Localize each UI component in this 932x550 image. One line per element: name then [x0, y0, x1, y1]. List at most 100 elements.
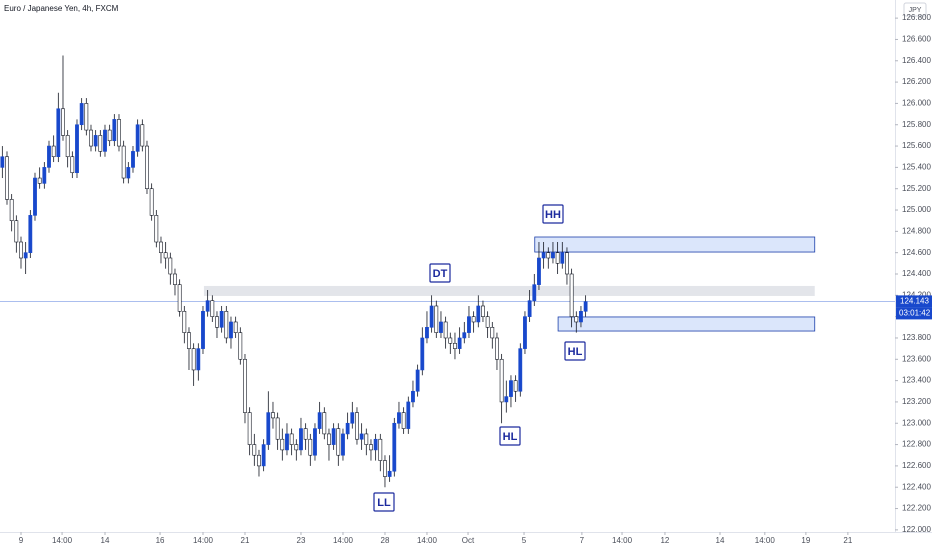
candle-body: [523, 316, 527, 349]
candle-body: [121, 145, 126, 179]
candle-body: [112, 119, 117, 142]
x-tick-label: 21: [241, 536, 250, 545]
candle-body: [289, 433, 294, 445]
candle-body: [233, 321, 238, 333]
annotation: HL: [568, 346, 583, 358]
candle-body: [322, 412, 327, 435]
x-tick-label: 7: [580, 536, 585, 545]
candle-body: [555, 252, 560, 264]
candle-body: [551, 252, 555, 259]
x-tick-label: 14:00: [52, 536, 73, 545]
candle-body: [406, 401, 411, 429]
y-tick-label: 122.600: [902, 461, 931, 470]
candle-body: [527, 300, 532, 317]
candle-body: [350, 412, 355, 424]
candle-body: [163, 252, 168, 259]
candle-body: [513, 380, 518, 392]
candle-body: [215, 316, 219, 328]
x-tick-label: Oct: [462, 536, 475, 545]
candle-body: [0, 156, 5, 168]
candle-body: [61, 108, 65, 136]
y-tick-label: 123.000: [902, 418, 931, 427]
candle-body: [373, 438, 378, 451]
candle-body: [364, 433, 369, 445]
candle-body: [574, 316, 579, 323]
last-price-label: 124.143: [900, 297, 929, 306]
y-tick-label: 124.200: [902, 290, 931, 299]
candle-body: [546, 252, 551, 259]
candle-body: [159, 241, 163, 253]
y-tick-label: 124.800: [902, 226, 931, 235]
candle-body: [420, 337, 425, 371]
y-tick-label: 126.000: [902, 99, 931, 108]
candle-body: [196, 348, 201, 371]
candle-body: [443, 321, 448, 339]
candle-body: [28, 215, 33, 253]
candle-body: [140, 124, 145, 147]
candle-body: [205, 300, 210, 312]
x-tick-label: 19: [801, 536, 810, 545]
x-tick-label: 14:00: [333, 536, 354, 545]
candle-body: [173, 273, 177, 285]
candle-body: [294, 444, 299, 451]
last-price-tag: [896, 295, 932, 308]
candle-body: [271, 412, 275, 419]
candle-body: [89, 129, 93, 147]
zone: [203, 285, 815, 296]
x-tick-label: 23: [297, 536, 306, 545]
candle-body: [560, 252, 565, 264]
candle-body: [457, 337, 462, 349]
x-tick-label: 14:00: [612, 536, 633, 545]
candle-body: [359, 433, 364, 440]
y-tick-label: 125.600: [902, 141, 931, 150]
candle-body: [252, 444, 257, 456]
y-tick-label: 126.600: [902, 35, 931, 44]
y-tick-label: 122.400: [902, 482, 931, 491]
y-tick-label: 126.800: [902, 13, 931, 22]
candle-body: [84, 103, 89, 131]
candle-body: [565, 252, 569, 275]
candle-body: [285, 433, 289, 451]
candle-body: [79, 103, 84, 126]
candle-body: [579, 311, 583, 323]
candle-body: [439, 321, 443, 333]
candle-body: [411, 390, 415, 403]
candle-body: [224, 311, 229, 339]
plot-area: [0, 55, 895, 488]
annotation-box: [564, 341, 586, 361]
candle-body: [238, 332, 243, 360]
x-tick-label: 14: [716, 536, 725, 545]
annotation: DT: [433, 268, 448, 280]
candle-body: [65, 135, 70, 158]
candle-body: [485, 316, 490, 328]
annotation: HL: [503, 431, 518, 443]
y-tick-label: 126.200: [902, 77, 931, 86]
candle-body: [476, 305, 481, 323]
y-tick-label: 125.200: [902, 184, 931, 193]
candle-body: [453, 342, 457, 349]
candle-body: [23, 252, 28, 259]
y-tick-label: 122.800: [902, 440, 931, 449]
y-tick-label: 124.400: [902, 269, 931, 278]
candle-body: [145, 145, 149, 190]
candle-body: [327, 433, 331, 445]
candle-body: [462, 332, 467, 339]
candle-body: [313, 428, 317, 456]
y-tick-label: 122.000: [902, 525, 931, 534]
y-tick-label: 125.800: [902, 120, 931, 129]
candle-body: [37, 177, 42, 184]
x-tick-label: 14:00: [193, 536, 214, 545]
candle-body: [317, 412, 322, 429]
candle-body: [47, 145, 51, 168]
annotation-box: [499, 426, 521, 446]
candle-body: [345, 422, 350, 435]
x-tick-label: 14:00: [755, 536, 776, 545]
candle-body: [569, 273, 574, 317]
candle-body: [471, 316, 476, 323]
x-tick-label: 9: [19, 536, 24, 545]
candle-body: [191, 348, 196, 371]
candle-body: [177, 284, 182, 312]
candle-body: [9, 199, 14, 221]
candle-body: [51, 145, 56, 158]
